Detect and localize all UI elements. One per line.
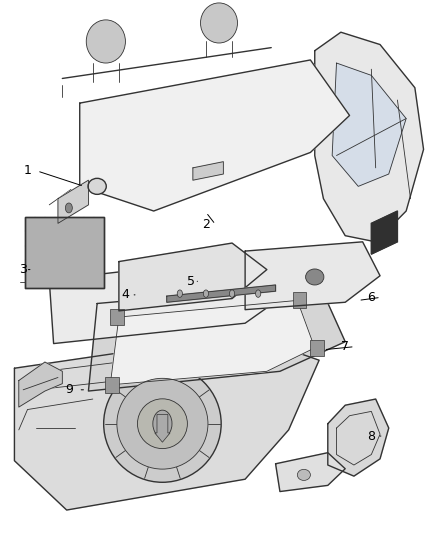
Circle shape (153, 410, 172, 437)
Polygon shape (276, 453, 345, 491)
Polygon shape (110, 301, 315, 385)
Circle shape (230, 290, 235, 297)
Text: 5: 5 (187, 275, 195, 288)
Text: 7: 7 (341, 340, 349, 353)
Polygon shape (328, 399, 389, 476)
Bar (110, 309, 124, 325)
Polygon shape (14, 334, 319, 510)
Ellipse shape (117, 378, 208, 469)
Bar (25, 217, 104, 288)
Polygon shape (119, 243, 267, 311)
Text: 6: 6 (367, 291, 375, 304)
Text: 9: 9 (65, 383, 73, 397)
Ellipse shape (306, 269, 324, 285)
Text: 8: 8 (367, 430, 375, 442)
Circle shape (177, 290, 183, 297)
Polygon shape (371, 211, 397, 254)
Ellipse shape (297, 470, 311, 480)
FancyArrow shape (155, 415, 170, 442)
Circle shape (65, 203, 72, 213)
Ellipse shape (201, 3, 237, 43)
Polygon shape (245, 242, 380, 310)
Polygon shape (167, 285, 276, 302)
Ellipse shape (138, 399, 187, 449)
Text: 3: 3 (19, 263, 27, 276)
Circle shape (255, 290, 261, 297)
Ellipse shape (86, 20, 125, 63)
Ellipse shape (88, 179, 106, 195)
Bar (106, 377, 119, 393)
Bar (293, 293, 307, 309)
Polygon shape (193, 161, 223, 180)
Polygon shape (315, 32, 424, 242)
Polygon shape (58, 180, 88, 223)
Polygon shape (80, 60, 350, 211)
Polygon shape (332, 63, 406, 187)
Polygon shape (49, 257, 289, 344)
Bar (310, 340, 324, 356)
Polygon shape (19, 362, 62, 407)
Ellipse shape (104, 365, 221, 482)
Circle shape (203, 290, 208, 297)
Polygon shape (88, 284, 345, 391)
Text: 1: 1 (24, 165, 32, 177)
Text: 2: 2 (202, 218, 210, 231)
Text: 4: 4 (121, 288, 129, 301)
